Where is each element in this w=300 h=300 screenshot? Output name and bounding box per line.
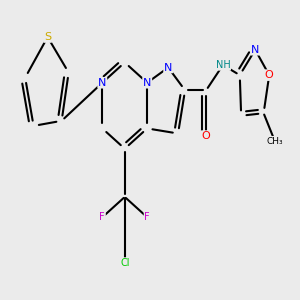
Text: CH₃: CH₃ xyxy=(266,136,283,146)
Text: N: N xyxy=(98,78,106,88)
Text: S: S xyxy=(44,32,51,42)
Text: F: F xyxy=(144,212,150,222)
Text: F: F xyxy=(100,212,105,222)
Text: N: N xyxy=(251,45,260,55)
Text: N: N xyxy=(143,78,152,88)
Text: N: N xyxy=(164,62,172,73)
Text: O: O xyxy=(202,131,211,141)
Text: O: O xyxy=(265,70,274,80)
Text: NH: NH xyxy=(216,60,230,70)
Text: Cl: Cl xyxy=(120,258,130,268)
